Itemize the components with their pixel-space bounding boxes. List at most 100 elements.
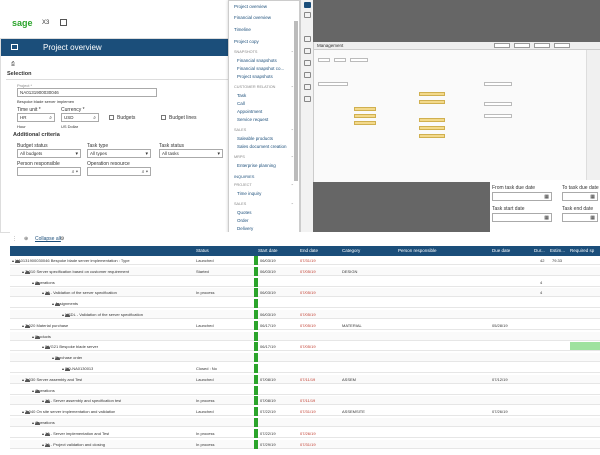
toolbar-button[interactable] (534, 43, 550, 48)
col-category[interactable]: Category (342, 248, 361, 253)
budget-status-select[interactable]: All budgets ▾ (17, 149, 81, 158)
task-label[interactable]: ▴ NA0131900030046 Bespoke blade server i… (12, 258, 130, 263)
menu-item-delivery[interactable]: Delivery (237, 226, 254, 231)
calendar-icon[interactable]: ▦ (544, 194, 549, 200)
task-label[interactable]: ▴ Operations (32, 420, 55, 425)
edit-icon[interactable] (304, 96, 311, 102)
mini-field-highlight[interactable] (354, 107, 376, 111)
table-row[interactable]: ▴ NA0131900030046 Bespoke blade server i… (10, 256, 600, 265)
mini-field-highlight[interactable] (419, 100, 445, 104)
task-label[interactable]: ▴ 10 - Server implementation and Test (42, 430, 110, 436)
budget-lines-checkbox[interactable] (161, 115, 166, 120)
task-status-select[interactable]: All tasks ▾ (159, 149, 223, 158)
search-icon[interactable]: ⌕ (93, 115, 96, 121)
task-label[interactable]: ▴ T-030 Server assembly and Test (22, 376, 83, 382)
table-row[interactable]: ▴ T-010 Server specification based on cu… (10, 266, 600, 276)
collapse-icon[interactable]: ⊕ (24, 236, 29, 242)
table-row[interactable]: ▴ T-030 Server assembly and Test Launched… (10, 374, 600, 384)
menu-item-financial-overview[interactable]: Financial overview (234, 15, 272, 20)
table-row[interactable]: ▴ 10 - Server implementation and Test In … (10, 428, 600, 438)
table-row[interactable]: ▴ Operations 4 (10, 277, 600, 287)
calendar-icon[interactable]: ▦ (590, 215, 595, 221)
menu-item-financial-snapshot-co[interactable]: Financial snapshot co... (237, 66, 285, 71)
task-label[interactable]: ▴ T-020 Material purchase (22, 322, 69, 328)
chevron-up-icon[interactable]: ⌃ (290, 85, 294, 90)
chevron-up-icon[interactable]: ⌃ (290, 202, 294, 207)
col-start-date[interactable]: Start date (258, 248, 278, 253)
col-due-date[interactable]: Due date (492, 248, 511, 253)
menu-item-service-request[interactable]: Service request (237, 117, 269, 122)
mini-field[interactable] (334, 58, 346, 62)
grid-menu-icon[interactable]: ⋮ (12, 236, 17, 242)
print-icon[interactable]: ⎙ (11, 61, 16, 67)
col-duration[interactable]: Dur... (534, 248, 545, 253)
col-estimate[interactable]: Estim... (550, 248, 566, 253)
task-label[interactable]: ▴ T-040 On site server implementation an… (22, 409, 116, 415)
search-icon[interactable]: ⌕ ▾ (141, 169, 148, 175)
table-row[interactable]: ▴ Purchase order (10, 353, 600, 363)
task-start-field[interactable]: ▦ (492, 213, 552, 222)
task-label[interactable]: ▴ NSDL - Validation of the server specif… (62, 312, 143, 317)
from-due-field[interactable]: ▦ (492, 192, 552, 201)
menu-item-quotes[interactable]: Quotes (237, 210, 252, 215)
attach-icon[interactable] (304, 84, 311, 90)
task-label[interactable]: ▴ Purchase order (52, 355, 83, 361)
menu-item-appointment[interactable]: Appointment (237, 109, 263, 114)
refresh-icon[interactable] (304, 60, 311, 66)
menu-item-task[interactable]: Task (237, 93, 247, 98)
toolbar-button[interactable] (554, 43, 570, 48)
table-row[interactable]: ▴ NSDL - Validation of the server specif… (10, 310, 600, 319)
calendar-icon[interactable]: ▦ (590, 194, 595, 200)
add-icon[interactable] (304, 2, 311, 8)
mini-field-highlight[interactable] (354, 121, 376, 125)
task-label[interactable]: ▴ PO-NA0130013 (62, 366, 94, 371)
mini-field-highlight[interactable] (354, 114, 376, 118)
task-type-select[interactable]: All types ▾ (87, 149, 151, 158)
menu-item-saleable-products[interactable]: Saleable products (237, 136, 274, 141)
mini-field-highlight[interactable] (419, 118, 445, 122)
mini-field-highlight[interactable] (419, 126, 445, 130)
table-row[interactable]: ▴ 10 - Server assembly and specification… (10, 396, 600, 406)
task-label[interactable]: ▴ Operations (32, 387, 55, 393)
to-due-field[interactable]: ▦ (562, 192, 598, 201)
mini-field[interactable] (318, 58, 330, 62)
time-unit-field[interactable]: HR ⌕ (17, 113, 55, 122)
list-icon[interactable] (304, 12, 311, 18)
search-icon[interactable]: ⌕ ▾ (71, 169, 78, 175)
table-row[interactable]: ▴ PO-NA0130013 Closed : No (10, 364, 600, 373)
operation-resource-field[interactable]: ⌕ ▾ (87, 167, 151, 176)
calendar-icon[interactable]: ▦ (544, 215, 549, 221)
menu-item-enterprise-planning[interactable]: Enterprise planning (237, 163, 276, 168)
person-responsible-field[interactable]: ⌕ ▾ (17, 167, 81, 176)
menu-item-project-snapshots[interactable]: Project snapshots (237, 74, 273, 79)
home-icon[interactable] (11, 44, 18, 50)
table-row[interactable]: ▴ 10 - Validation of the server specific… (10, 288, 600, 298)
scrollbar[interactable] (294, 21, 298, 181)
task-label[interactable]: ▴ Assignments (52, 301, 79, 307)
currency-field[interactable]: USD ⌕ (61, 113, 99, 122)
search-icon[interactable]: ⌕ (49, 115, 52, 121)
table-row[interactable]: ▴ DVG21 Bespoke blade server 06/17/19 07/0… (10, 342, 600, 352)
menu-item-sales-document-creation[interactable]: Sales document creation (237, 144, 287, 149)
mini-field[interactable] (484, 102, 512, 106)
table-row[interactable]: ▴ T-020 Material purchase Launched 06/17/1… (10, 320, 600, 330)
table-row[interactable]: ▴ Products (10, 331, 600, 341)
toolbar-button[interactable] (494, 43, 510, 48)
menu-item-order[interactable]: Order (237, 218, 249, 223)
table-row[interactable]: ▴ Assignments (10, 299, 600, 309)
menu-item-timeline[interactable]: Timeline (234, 27, 251, 32)
mini-field[interactable] (484, 114, 512, 118)
calendar-icon[interactable] (60, 19, 67, 26)
table-row[interactable]: ▴ Operations (10, 418, 600, 427)
chevron-up-icon[interactable]: ⌃ (290, 128, 294, 133)
mini-field[interactable] (318, 82, 348, 86)
budgets-checkbox[interactable] (109, 115, 114, 120)
task-end-field[interactable]: ▦ (562, 213, 598, 222)
table-row[interactable]: ▴ 20 - Project validation and closing In … (10, 439, 600, 449)
table-row[interactable]: ▴ T-040 On site server implementation an… (10, 407, 600, 417)
mini-field[interactable] (484, 82, 512, 86)
menu-item-project-copy[interactable]: Project copy (234, 39, 259, 44)
chevron-up-icon[interactable]: ⌃ (290, 50, 294, 55)
col-person-responsible[interactable]: Person responsible (398, 248, 437, 253)
task-label[interactable]: ▴ 10 - Server assembly and specification… (42, 398, 122, 404)
